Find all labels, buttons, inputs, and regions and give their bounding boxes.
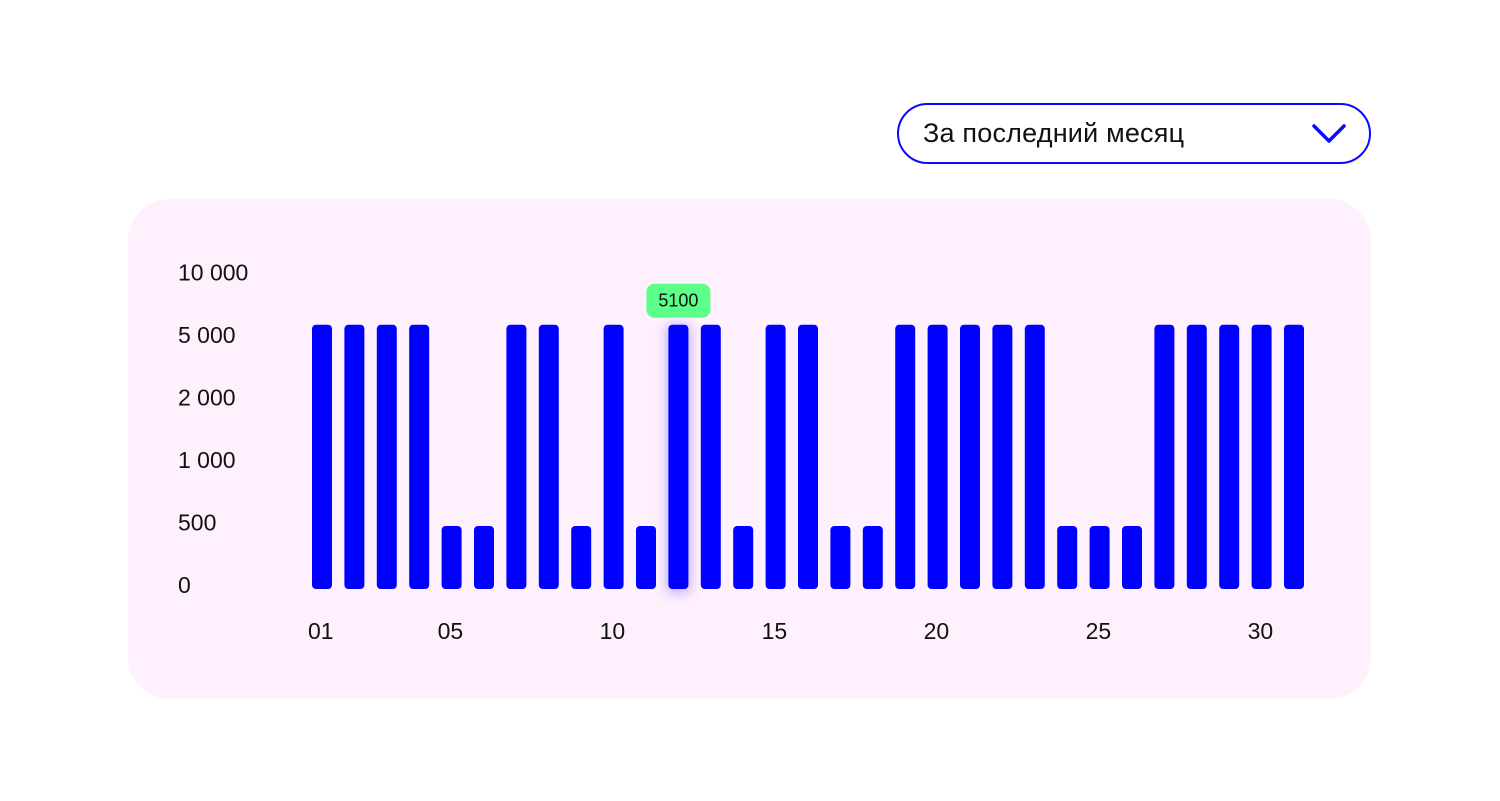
bar-day-7[interactable] <box>506 324 527 589</box>
y-tick-label: 1 000 <box>178 447 236 473</box>
bar-day-23[interactable] <box>1024 324 1045 589</box>
bars <box>312 324 1304 593</box>
x-tick-label: 30 <box>1248 618 1274 644</box>
x-tick-label: 15 <box>762 618 788 644</box>
bar-day-11[interactable] <box>636 526 656 589</box>
bar-day-13[interactable] <box>700 324 721 589</box>
bar-day-6[interactable] <box>474 526 494 589</box>
y-axis: 0 500 1 000 2 000 5 000 10 000 <box>178 260 248 599</box>
bar-day-4[interactable] <box>409 324 430 589</box>
bar-day-14[interactable] <box>733 526 754 589</box>
x-tick-label: 01 <box>308 618 334 644</box>
bar-day-28[interactable] <box>1186 324 1207 589</box>
bar-day-12[interactable] <box>668 324 689 589</box>
bar-day-3[interactable] <box>376 324 397 589</box>
bar-day-26[interactable] <box>1122 526 1142 589</box>
bar-day-31[interactable] <box>1284 324 1304 589</box>
bar-day-24[interactable] <box>1057 526 1078 589</box>
y-tick-label: 5 000 <box>178 322 236 348</box>
bar-day-25[interactable] <box>1089 526 1110 589</box>
y-tick-label: 500 <box>178 510 216 536</box>
bar-day-29[interactable] <box>1219 324 1240 589</box>
period-select[interactable]: За последний месяц <box>897 103 1371 164</box>
bar-day-22[interactable] <box>992 324 1013 589</box>
tooltip-layer: 5100 <box>646 283 711 318</box>
bar-day-5[interactable] <box>441 526 462 589</box>
y-tick-label: 10 000 <box>178 260 248 286</box>
period-select-value: За последний месяц <box>923 118 1185 148</box>
bar-day-21[interactable] <box>960 324 980 589</box>
x-tick-label: 10 <box>600 618 626 644</box>
chevron-down-icon <box>1312 123 1346 143</box>
y-tick-label: 2 000 <box>178 385 236 411</box>
x-tick-label: 25 <box>1086 618 1112 644</box>
bar-day-19[interactable] <box>895 324 916 589</box>
bar-day-8[interactable] <box>538 324 559 589</box>
y-tick-label: 0 <box>178 572 191 598</box>
tooltip-box <box>646 283 711 318</box>
x-tick-label: 05 <box>438 618 464 644</box>
bar-day-10[interactable] <box>603 324 624 589</box>
chart-card: 0 500 1 000 2 000 5 000 10 000 01 05 10 15 20 25 30… <box>128 199 1371 699</box>
bar-chart: 0 500 1 000 2 000 5 000 10 000 01 05 10 15 20 25 30… <box>178 260 1304 644</box>
bar-day-2[interactable] <box>344 324 365 589</box>
bar-day-9[interactable] <box>571 526 592 589</box>
x-axis: 01 05 10 15 20 25 30 <box>308 618 1273 644</box>
bar-day-30[interactable] <box>1251 324 1272 589</box>
x-tick-label: 20 <box>924 618 950 644</box>
bar-day-20[interactable] <box>927 324 948 589</box>
bar-day-17[interactable] <box>830 526 851 589</box>
bar-day-27[interactable] <box>1154 324 1175 589</box>
tooltip-value: 5100 <box>658 291 698 311</box>
bar-day-16[interactable] <box>798 324 818 589</box>
bar-day-15[interactable] <box>765 324 786 589</box>
bar-day-1[interactable] <box>312 324 332 589</box>
bar-day-18[interactable] <box>862 526 883 589</box>
